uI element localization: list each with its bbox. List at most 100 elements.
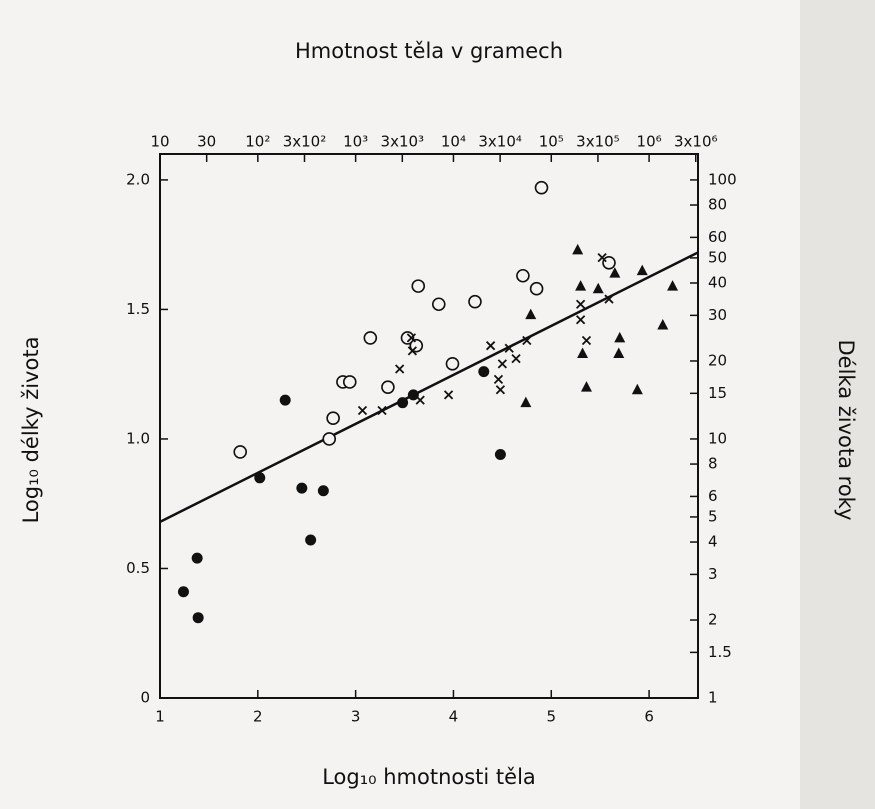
top-tick-label: 10: [150, 133, 169, 151]
top-tick-label: 10⁶: [637, 133, 662, 151]
point-triangle: [525, 308, 537, 320]
point-filled-circle: [397, 397, 409, 409]
x-tick-label: 4: [449, 708, 459, 726]
y-tick-label: 2.0: [126, 170, 150, 188]
point-triangle: [609, 267, 621, 278]
point-triangle: [631, 383, 643, 395]
right-tick-label: 30: [708, 306, 727, 324]
right-tick-label: 1: [708, 689, 718, 707]
point-cross: [443, 390, 454, 400]
point-cross: [604, 294, 614, 304]
point-triangle: [592, 282, 604, 294]
point-triangle: [575, 280, 587, 291]
point-open-circle: [326, 411, 340, 426]
y-tick-label: 1.0: [126, 429, 150, 447]
y-tick-label: 1.5: [126, 300, 150, 318]
point-open-circle: [363, 331, 378, 345]
top-tick-label: 10⁴: [441, 133, 466, 151]
point-triangle: [657, 318, 669, 330]
y-tick-label: 0: [140, 689, 150, 707]
point-cross: [575, 299, 586, 309]
point-filled-circle: [494, 448, 506, 460]
right-tick-label: 8: [708, 455, 718, 473]
right-tick-label: 1.5: [708, 643, 732, 661]
point-cross: [357, 405, 368, 416]
point-triangle: [572, 243, 584, 255]
point-open-circle: [516, 268, 530, 283]
point-cross: [575, 315, 586, 325]
top-tick-label: 3x10³: [381, 133, 425, 151]
point-filled-circle: [254, 472, 266, 484]
top-tick-label: 3x10²: [283, 133, 327, 151]
point-open-circle: [322, 432, 337, 446]
right-tick-label: 4: [708, 533, 718, 551]
top-tick-label: 3x10⁴: [478, 133, 522, 151]
point-triangle: [520, 396, 532, 408]
point-cross: [495, 385, 506, 395]
x-tick-label: 6: [644, 708, 654, 726]
top-tick-label: 10²: [245, 133, 270, 151]
right-tick-label: 20: [708, 351, 727, 369]
right-tick-label: 6: [708, 487, 718, 505]
point-triangle: [577, 347, 589, 358]
x-axis-title: Log₁₀ hmotnosti těla: [322, 765, 536, 789]
point-triangle: [636, 264, 648, 276]
right-tick-label: 2: [708, 611, 718, 629]
point-open-circle: [342, 375, 357, 389]
y-axis-title: Log₁₀ délky života: [19, 337, 43, 524]
point-open-circle: [468, 294, 482, 309]
right-tick-label: 50: [708, 248, 727, 266]
right-tick-label: 5: [708, 507, 718, 525]
point-cross: [406, 333, 417, 343]
point-filled-circle: [305, 534, 317, 546]
trend-line: [159, 251, 699, 523]
point-cross: [581, 335, 592, 346]
point-filled-circle: [296, 482, 308, 494]
point-triangle: [580, 381, 592, 392]
point-cross: [485, 341, 496, 351]
point-cross: [504, 343, 514, 353]
point-cross: [597, 252, 607, 263]
point-filled-circle: [478, 366, 490, 378]
point-filled-circle: [317, 485, 329, 497]
top-tick-label: 30: [197, 133, 216, 151]
right-tick-label: 15: [708, 384, 727, 402]
top-tick-label: 10⁵: [539, 133, 564, 151]
point-open-circle: [431, 297, 446, 312]
right-tick-label: 40: [708, 273, 727, 291]
top-tick-label: 3x10⁵: [576, 133, 620, 151]
page-edge: [800, 0, 875, 809]
y-tick-label: 0.5: [126, 559, 150, 577]
point-filled-circle: [407, 389, 419, 401]
top-axis-title: Hmotnost těla v gramech: [295, 39, 563, 63]
point-cross: [377, 405, 387, 416]
point-cross: [395, 364, 405, 374]
point-open-circle: [400, 331, 415, 345]
right-tick-label: 100: [708, 170, 737, 188]
x-tick-label: 2: [253, 708, 263, 726]
point-filled-circle: [191, 552, 203, 564]
point-triangle: [613, 347, 625, 358]
right-axis-title: Délka života roky: [834, 339, 858, 520]
x-tick-label: 3: [351, 708, 361, 726]
right-tick-label: 3: [708, 565, 718, 583]
right-tick-label: 10: [708, 429, 727, 447]
right-tick-label: 60: [708, 228, 727, 246]
point-open-circle: [381, 380, 395, 394]
point-open-circle: [445, 357, 460, 371]
point-filled-circle: [279, 394, 291, 406]
top-tick-label: 3x10⁶: [674, 133, 718, 151]
point-filled-circle: [192, 612, 204, 624]
x-tick-label: 5: [546, 708, 556, 726]
point-open-circle: [534, 180, 549, 195]
point-triangle: [667, 280, 679, 291]
point-cross: [415, 395, 425, 405]
point-cross: [407, 346, 418, 356]
plot-frame: [159, 153, 699, 699]
top-tick-label: 10³: [343, 133, 368, 151]
point-filled-circle: [177, 586, 189, 598]
point-open-circle: [411, 279, 426, 293]
point-open-circle: [602, 255, 616, 270]
point-cross: [493, 374, 504, 385]
